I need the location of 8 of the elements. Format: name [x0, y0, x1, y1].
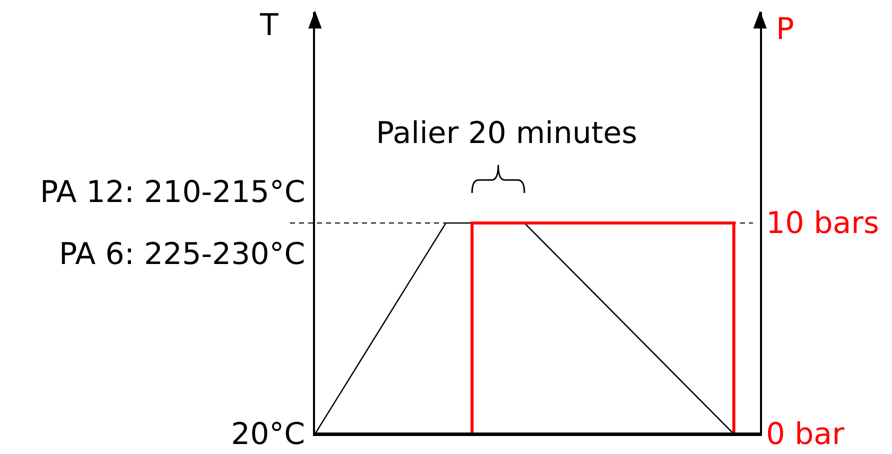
text: PA 6: 225-230°C: [59, 237, 306, 272]
text: 20°C: [231, 417, 306, 452]
text: PA 12: 210-215°C: [40, 175, 306, 210]
text: P: [776, 12, 794, 47]
text: 0 bar: [766, 417, 846, 452]
text: 10 bars: [766, 206, 880, 241]
text: Palier 20 minutes: [376, 116, 638, 151]
text: T: [259, 8, 279, 43]
